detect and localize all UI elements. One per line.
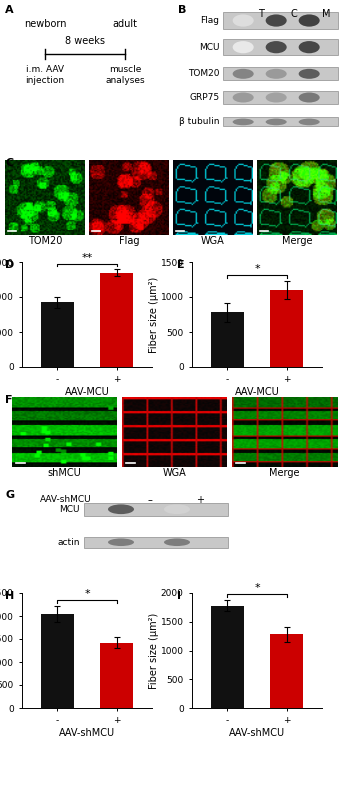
Ellipse shape — [108, 504, 134, 514]
Text: MCU: MCU — [60, 505, 80, 514]
Text: M: M — [322, 10, 331, 19]
Ellipse shape — [164, 538, 190, 546]
Text: C: C — [290, 10, 297, 19]
Text: TOM20: TOM20 — [188, 69, 219, 79]
Ellipse shape — [266, 92, 287, 103]
Ellipse shape — [233, 14, 254, 27]
Text: newborn: newborn — [24, 19, 66, 29]
Ellipse shape — [266, 118, 287, 126]
Ellipse shape — [299, 69, 320, 79]
Bar — [223, 39, 338, 56]
Bar — [41, 614, 74, 708]
Text: AAV-shMCU: AAV-shMCU — [40, 495, 92, 504]
Bar — [100, 273, 133, 367]
Ellipse shape — [299, 118, 320, 126]
Bar — [223, 13, 338, 29]
Ellipse shape — [299, 14, 320, 27]
Text: D: D — [5, 260, 14, 270]
Text: Merge: Merge — [269, 468, 300, 478]
Text: adult: adult — [112, 19, 138, 29]
Text: H: H — [5, 591, 14, 601]
Text: WGA: WGA — [201, 236, 225, 246]
Bar — [223, 91, 338, 104]
Ellipse shape — [108, 538, 134, 546]
X-axis label: AAV-shMCU: AAV-shMCU — [59, 728, 115, 738]
Text: β tubulin: β tubulin — [179, 118, 219, 126]
Ellipse shape — [299, 41, 320, 53]
Text: A: A — [5, 5, 14, 15]
Text: WGA: WGA — [163, 468, 186, 478]
Text: muscle
analyses: muscle analyses — [105, 65, 145, 84]
Ellipse shape — [164, 504, 190, 514]
Text: shMCU: shMCU — [48, 468, 81, 478]
Ellipse shape — [233, 69, 254, 79]
Bar — [211, 606, 244, 708]
Text: MCU: MCU — [199, 43, 219, 52]
Text: G: G — [5, 490, 14, 500]
Ellipse shape — [299, 92, 320, 103]
Text: Flag: Flag — [119, 236, 139, 246]
Text: B: B — [178, 5, 186, 15]
Y-axis label: Fiber size (µm²): Fiber size (µm²) — [149, 612, 159, 688]
X-axis label: AAV-MCU: AAV-MCU — [65, 387, 109, 398]
Text: +: + — [196, 495, 204, 505]
Text: C: C — [5, 158, 13, 168]
Bar — [41, 302, 74, 367]
Bar — [270, 290, 303, 367]
Text: Flag: Flag — [200, 16, 219, 25]
Y-axis label: Fiber size (µm²): Fiber size (µm²) — [149, 277, 159, 353]
Text: *: * — [254, 264, 260, 274]
Text: T: T — [258, 10, 264, 19]
Bar — [223, 118, 338, 126]
Bar — [84, 502, 228, 516]
X-axis label: AAV-shMCU: AAV-shMCU — [229, 728, 285, 738]
Text: 8 weeks: 8 weeks — [65, 36, 105, 45]
Text: TOM20: TOM20 — [28, 236, 62, 246]
Bar — [100, 642, 133, 708]
Bar — [84, 537, 228, 548]
Ellipse shape — [233, 118, 254, 126]
Text: Merge: Merge — [282, 236, 312, 246]
Ellipse shape — [233, 41, 254, 53]
Text: I: I — [177, 591, 181, 601]
Text: *: * — [254, 583, 260, 593]
X-axis label: AAV-MCU: AAV-MCU — [234, 387, 279, 398]
Bar — [223, 67, 338, 80]
Text: GRP75: GRP75 — [189, 93, 219, 102]
Ellipse shape — [233, 92, 254, 103]
Text: E: E — [177, 260, 185, 270]
Ellipse shape — [266, 69, 287, 79]
Text: **: ** — [81, 253, 93, 262]
Text: actin: actin — [57, 537, 80, 547]
Bar — [270, 634, 303, 708]
Text: F: F — [5, 395, 13, 405]
Ellipse shape — [266, 14, 287, 27]
Ellipse shape — [266, 41, 287, 53]
Text: –: – — [148, 495, 153, 505]
Text: *: * — [84, 589, 90, 599]
Text: i.m. AAV
injection: i.m. AAV injection — [26, 65, 64, 84]
Bar — [211, 312, 244, 367]
